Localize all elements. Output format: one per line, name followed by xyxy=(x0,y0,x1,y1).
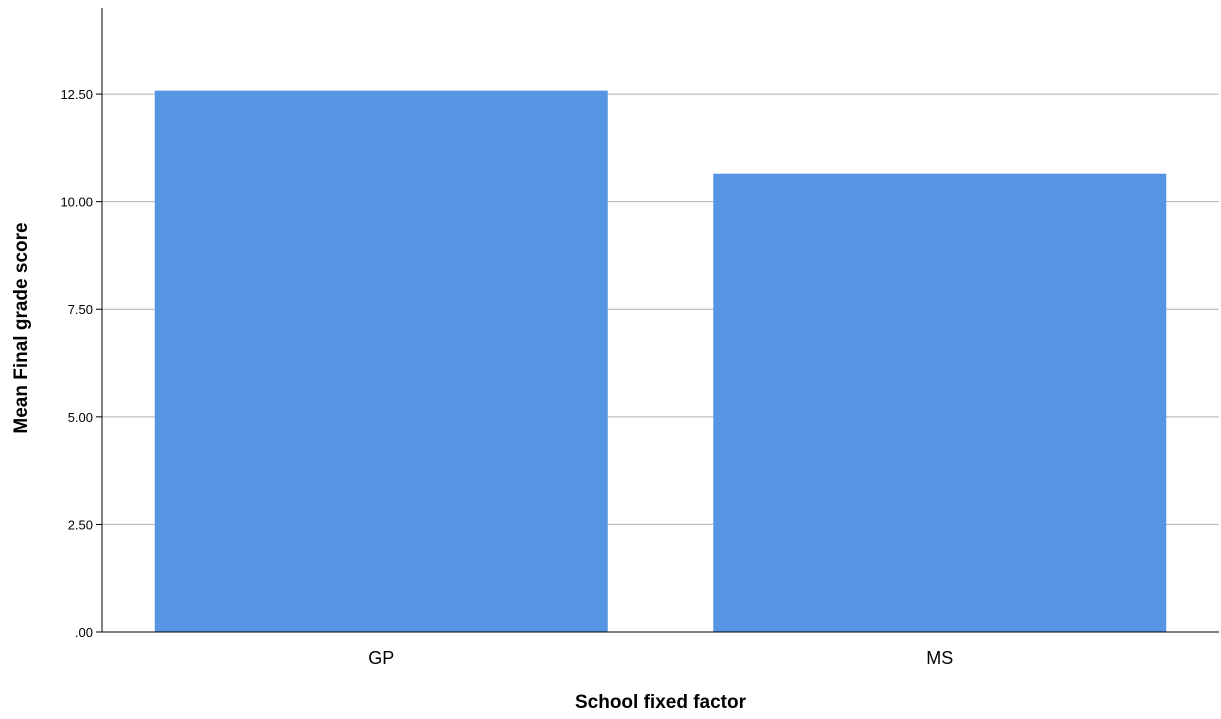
y-tick-label: 5.00 xyxy=(68,410,93,425)
x-category-label: GP xyxy=(368,648,394,668)
y-tick-labels: .00 2.50 5.00 7.50 10.00 12.50 xyxy=(60,87,102,640)
x-category-labels: GP MS xyxy=(368,648,953,668)
bars xyxy=(155,91,1167,632)
y-tick-label: 12.50 xyxy=(60,87,93,102)
x-category-label: MS xyxy=(926,648,953,668)
bar-gp xyxy=(155,91,608,632)
y-tick-label: 7.50 xyxy=(68,302,93,317)
y-tick-label: .00 xyxy=(75,625,93,640)
x-axis-title: School fixed factor xyxy=(575,692,747,713)
bar-ms xyxy=(713,174,1166,632)
y-tick-label: 10.00 xyxy=(60,195,93,210)
y-tick-label: 2.50 xyxy=(68,517,93,532)
y-axis-title: Mean Final grade score xyxy=(11,222,32,433)
